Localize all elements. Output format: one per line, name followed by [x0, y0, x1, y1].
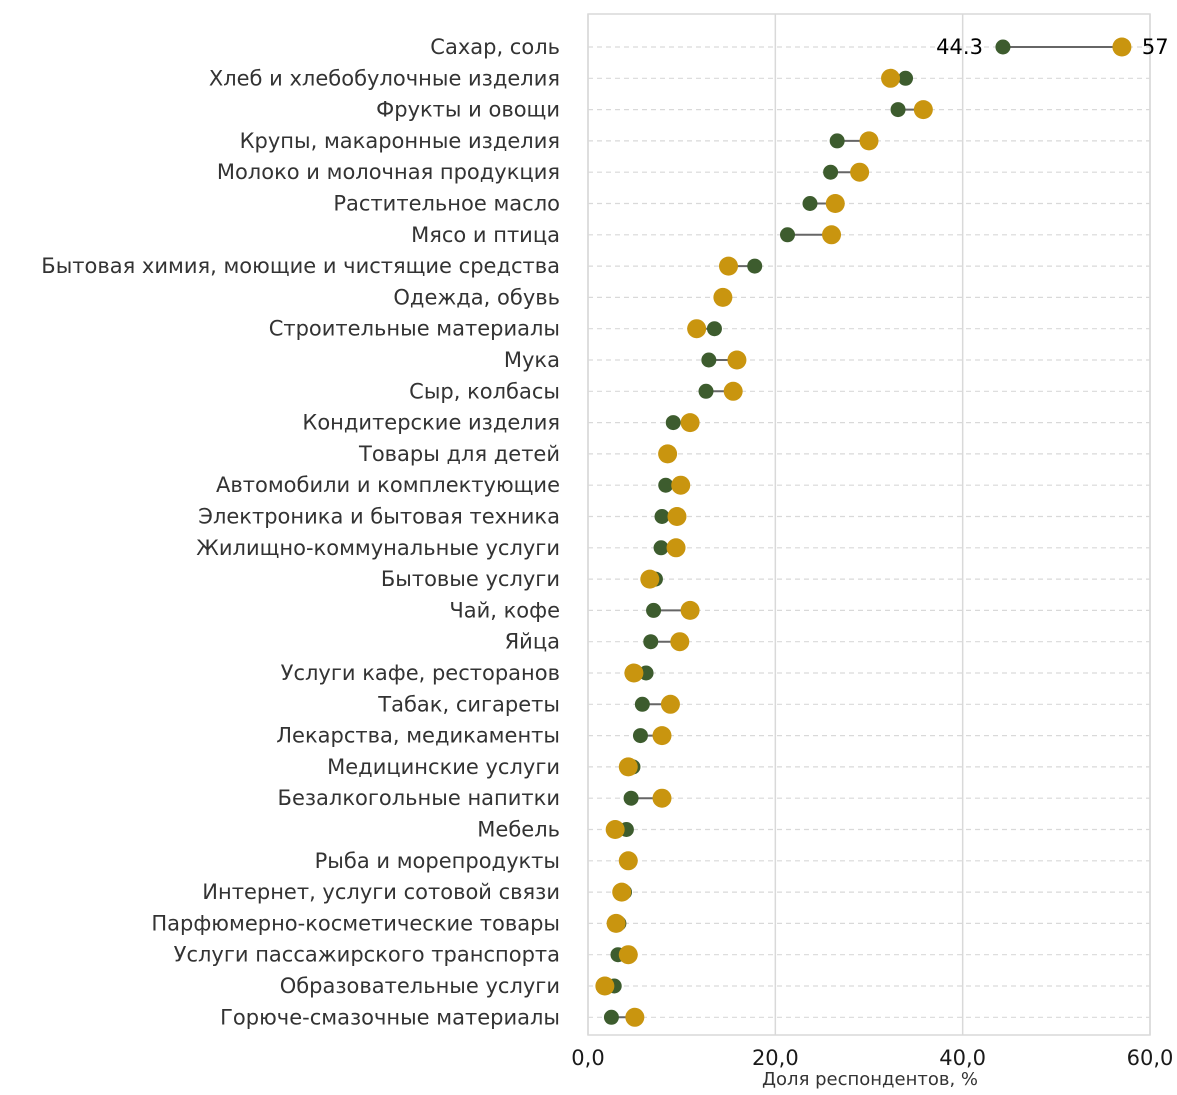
category-label: Услуги кафе, ресторанов	[281, 661, 560, 685]
marker-series-a	[623, 790, 639, 806]
connector-layer	[604, 46, 1122, 1019]
marker-series-b	[822, 225, 842, 245]
category-label: Бытовые услуги	[381, 567, 560, 591]
marker-layer	[595, 37, 1132, 1027]
marker-series-b	[670, 632, 690, 652]
marker-series-a	[823, 164, 839, 180]
category-label: Электроника и бытовая техника	[198, 505, 560, 529]
marker-series-b	[825, 194, 845, 213]
category-label: Мясо и птица	[411, 223, 560, 247]
marker-series-b	[658, 444, 678, 464]
category-label: Бытовая химия, моющие и чистящие средств…	[41, 254, 560, 278]
category-label: Медицинские услуги	[327, 755, 560, 779]
category-label: Табак, сигареты	[377, 692, 560, 716]
marker-series-b	[680, 413, 700, 433]
category-label: Одежда, обувь	[393, 285, 560, 309]
category-label: Яйца	[505, 630, 560, 654]
x-tick-label: 0,0	[571, 1046, 604, 1070]
marker-series-b	[1112, 37, 1132, 57]
marker-series-a	[653, 540, 669, 556]
marker-series-b	[687, 319, 707, 339]
marker-series-a	[658, 477, 674, 493]
category-label: Молоко и молочная продукция	[217, 160, 560, 184]
category-label: Автомобили и комплектующие	[216, 473, 560, 497]
marker-series-b	[850, 162, 870, 182]
marker-series-a	[890, 102, 906, 118]
marker-series-b	[618, 851, 638, 871]
x-axis-title: Доля респондентов, %	[762, 1069, 978, 1090]
marker-series-b	[612, 882, 632, 902]
marker-series-a	[665, 415, 681, 431]
x-tick-label: 60,0	[1127, 1046, 1174, 1070]
marker-series-b	[595, 976, 615, 996]
category-label: Фрукты и овощи	[376, 98, 560, 122]
data-label-series-b: 57	[1142, 35, 1169, 59]
marker-series-b	[666, 538, 686, 558]
category-label: Чай, кофе	[449, 598, 560, 622]
category-label: Строительные материалы	[269, 317, 560, 341]
marker-series-b	[618, 757, 638, 777]
x-tick-label: 20,0	[752, 1046, 799, 1070]
category-label: Сахар, соль	[430, 35, 560, 59]
marker-series-b	[723, 381, 743, 401]
marker-series-b	[652, 726, 672, 746]
marker-series-b	[719, 256, 738, 276]
marker-series-a	[706, 321, 722, 337]
category-label: Безалкогольные напитки	[278, 786, 560, 810]
category-label: Горюче-смазочные материалы	[220, 1005, 560, 1029]
marker-series-a	[632, 728, 648, 744]
category-label: Хлеб и хлебобулочные изделия	[209, 66, 560, 90]
category-label: Крупы, макаронные изделия	[240, 129, 560, 153]
marker-series-a	[898, 70, 914, 86]
category-label: Товары для детей	[358, 442, 560, 466]
marker-series-a	[995, 39, 1011, 55]
category-label: Интернет, услуги сотовой связи	[202, 880, 560, 904]
marker-series-b	[713, 287, 733, 307]
marker-series-b	[624, 663, 644, 683]
marker-series-a	[829, 133, 845, 149]
marker-series-a	[643, 634, 659, 650]
marker-series-b	[913, 100, 933, 120]
x-tick-label: 40,0	[939, 1046, 986, 1070]
category-label: Растительное масло	[333, 192, 560, 216]
marker-series-b	[640, 569, 660, 589]
category-label: Парфюмерно-косметические товары	[151, 911, 560, 935]
marker-series-a	[603, 1009, 619, 1025]
marker-series-a	[646, 602, 662, 618]
category-label: Образовательные услуги	[280, 974, 560, 998]
marker-series-b	[652, 788, 672, 808]
marker-series-b	[667, 507, 687, 526]
category-label: Сыр, колбасы	[409, 379, 560, 403]
marker-series-b	[680, 600, 700, 620]
marker-series-a	[802, 196, 818, 211]
marker-series-b	[618, 945, 638, 965]
marker-series-b	[625, 1007, 645, 1027]
data-label-series-a: 44.3	[936, 35, 983, 59]
marker-series-b	[881, 68, 901, 88]
category-label: Жилищно-коммунальные услуги	[196, 536, 560, 560]
category-label: Кондитерские изделия	[302, 411, 560, 435]
marker-series-b	[605, 820, 625, 839]
marker-series-b	[606, 913, 626, 933]
marker-series-b	[727, 350, 747, 370]
category-label: Мука	[504, 348, 560, 372]
category-label: Рыба и морепродукты	[315, 849, 560, 873]
marker-series-a	[654, 509, 670, 524]
marker-series-a	[747, 258, 763, 274]
marker-series-a	[780, 227, 796, 243]
category-label: Лекарства, медикаменты	[276, 724, 560, 748]
label-layer: 0,0 20,0 40,0 60,0 Сахар, соль Хлеб и хлебобу…	[41, 35, 1173, 1070]
marker-series-b	[671, 475, 691, 495]
marker-series-a	[701, 352, 717, 368]
category-label: Мебель	[477, 818, 560, 842]
marker-series-a	[698, 383, 714, 399]
marker-series-b	[859, 131, 879, 151]
category-label: Услуги пассажирского транспорта	[174, 943, 560, 967]
marker-series-b	[660, 694, 680, 714]
marker-series-a	[634, 696, 650, 712]
